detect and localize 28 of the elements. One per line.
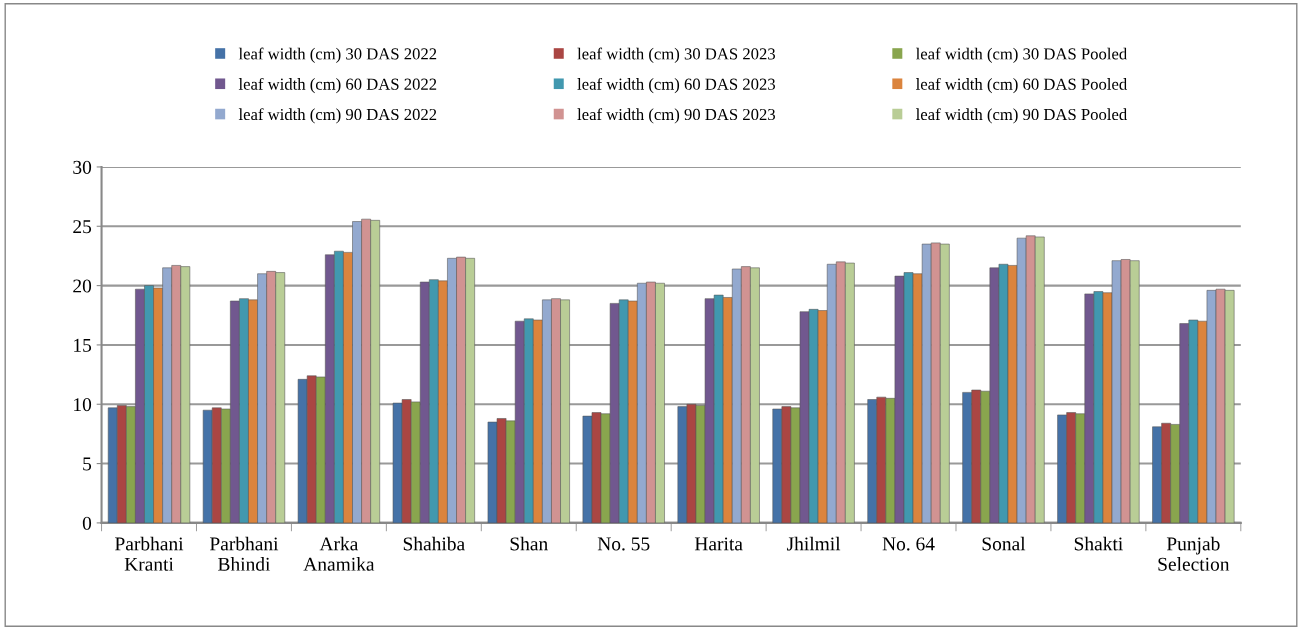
legend-label: leaf width (cm) 30 DAS Pooled <box>915 47 1127 63</box>
x-tick-label: Parbhani Kranti <box>115 536 184 571</box>
legend-label: leaf width (cm) 90 DAS 2022 <box>238 108 437 124</box>
legend-label: leaf width (cm) 60 DAS 2023 <box>577 77 775 94</box>
y-tick-label: 5 <box>83 457 92 471</box>
legend-label: leaf width (cm) 30 DAS 2022 <box>238 47 437 63</box>
y-tick-label: 15 <box>74 338 92 352</box>
y-tick-label: 0 <box>82 516 92 530</box>
legend-label: leaf width (cm) 60 DAS 2022 <box>238 77 437 94</box>
x-tick-label: Shakti <box>1074 536 1123 551</box>
x-tick-label: Jhilmil <box>786 536 841 551</box>
legend-label: leaf width (cm) 90 DAS 2023 <box>577 108 775 124</box>
x-tick-label: Shan <box>510 536 548 551</box>
x-tick-label: Parbhani Bhindi <box>209 536 279 571</box>
legend-label: leaf width (cm) 30 DAS 2023 <box>577 47 775 63</box>
x-tick-label: No. 64 <box>882 537 935 551</box>
y-tick-label: 30 <box>73 160 92 174</box>
y-tick-label: 20 <box>73 279 92 293</box>
x-tick-label: Shahiba <box>403 536 465 551</box>
y-tick-label: 10 <box>74 398 92 412</box>
legend-label: leaf width (cm) 90 DAS Pooled <box>915 108 1127 124</box>
x-tick-label: Punjab Selection <box>1158 536 1230 571</box>
x-tick-label: Sonal <box>982 536 1026 551</box>
y-tick-label: 25 <box>73 220 92 234</box>
x-tick-label: Harita <box>694 537 743 551</box>
x-tick-label: Arka Anamika <box>303 536 375 571</box>
legend-label: leaf width (cm) 60 DAS Pooled <box>915 77 1127 94</box>
x-tick-label: No. 55 <box>597 537 650 551</box>
